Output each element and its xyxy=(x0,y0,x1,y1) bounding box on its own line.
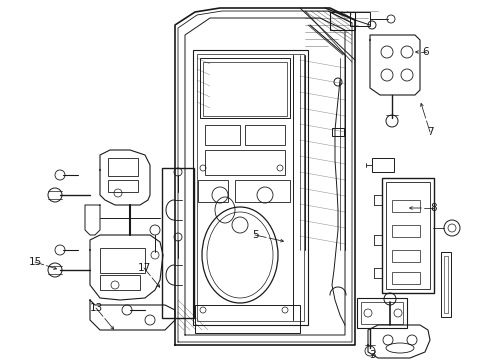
Bar xyxy=(200,58,290,118)
Bar xyxy=(382,178,434,293)
Bar xyxy=(392,225,420,237)
Bar xyxy=(205,125,240,145)
Bar xyxy=(193,50,308,325)
Bar xyxy=(100,248,145,273)
Bar xyxy=(195,305,300,333)
Bar xyxy=(330,12,355,30)
Bar xyxy=(392,250,420,262)
Bar xyxy=(444,256,448,313)
Bar xyxy=(205,150,285,175)
Bar xyxy=(386,182,430,289)
Text: 7: 7 xyxy=(427,127,433,137)
Text: 13: 13 xyxy=(89,303,102,313)
Bar xyxy=(162,168,194,318)
Bar xyxy=(198,180,228,202)
Bar xyxy=(203,62,287,116)
Bar xyxy=(441,252,451,317)
Bar xyxy=(350,12,370,26)
Bar xyxy=(197,54,304,321)
Bar xyxy=(108,180,138,192)
Text: 5: 5 xyxy=(252,230,258,240)
Text: 3: 3 xyxy=(368,350,375,360)
Bar xyxy=(332,128,344,136)
Text: 6: 6 xyxy=(423,47,429,57)
Text: 17: 17 xyxy=(137,263,150,273)
Bar xyxy=(108,158,138,176)
Bar xyxy=(100,275,140,290)
Text: 8: 8 xyxy=(431,203,437,213)
Bar xyxy=(357,298,407,328)
Bar xyxy=(361,302,403,324)
Bar xyxy=(235,180,290,202)
Bar xyxy=(245,125,285,145)
Text: 15: 15 xyxy=(28,257,42,267)
Bar xyxy=(392,200,420,212)
Bar xyxy=(392,272,420,284)
Bar xyxy=(372,158,394,172)
